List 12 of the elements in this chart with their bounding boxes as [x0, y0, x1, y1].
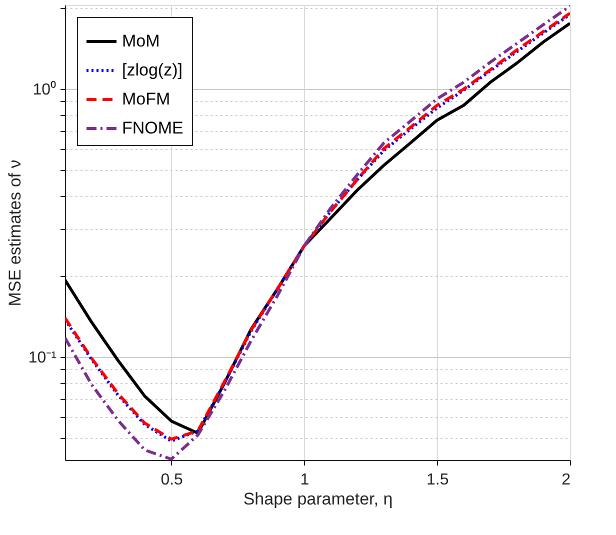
legend-label: MoFM	[122, 90, 170, 108]
y-tick-label: 10⁰	[32, 80, 56, 99]
y-tick-label: 10⁻¹	[28, 350, 56, 367]
x-tick-label: 1	[300, 472, 310, 488]
x-tick-label: 0.5	[160, 472, 184, 488]
legend-label: [zlog(z)]	[122, 60, 182, 80]
legend-label: FNOME	[122, 118, 184, 138]
x-tick-label: 2	[562, 472, 571, 488]
y-axis-title: MSE estimates of ν	[5, 160, 24, 306]
x-tick-label: 1.5	[426, 472, 449, 488]
legend-label: MoM	[122, 32, 160, 50]
x-axis-title: Shape parameter, η	[243, 490, 393, 508]
